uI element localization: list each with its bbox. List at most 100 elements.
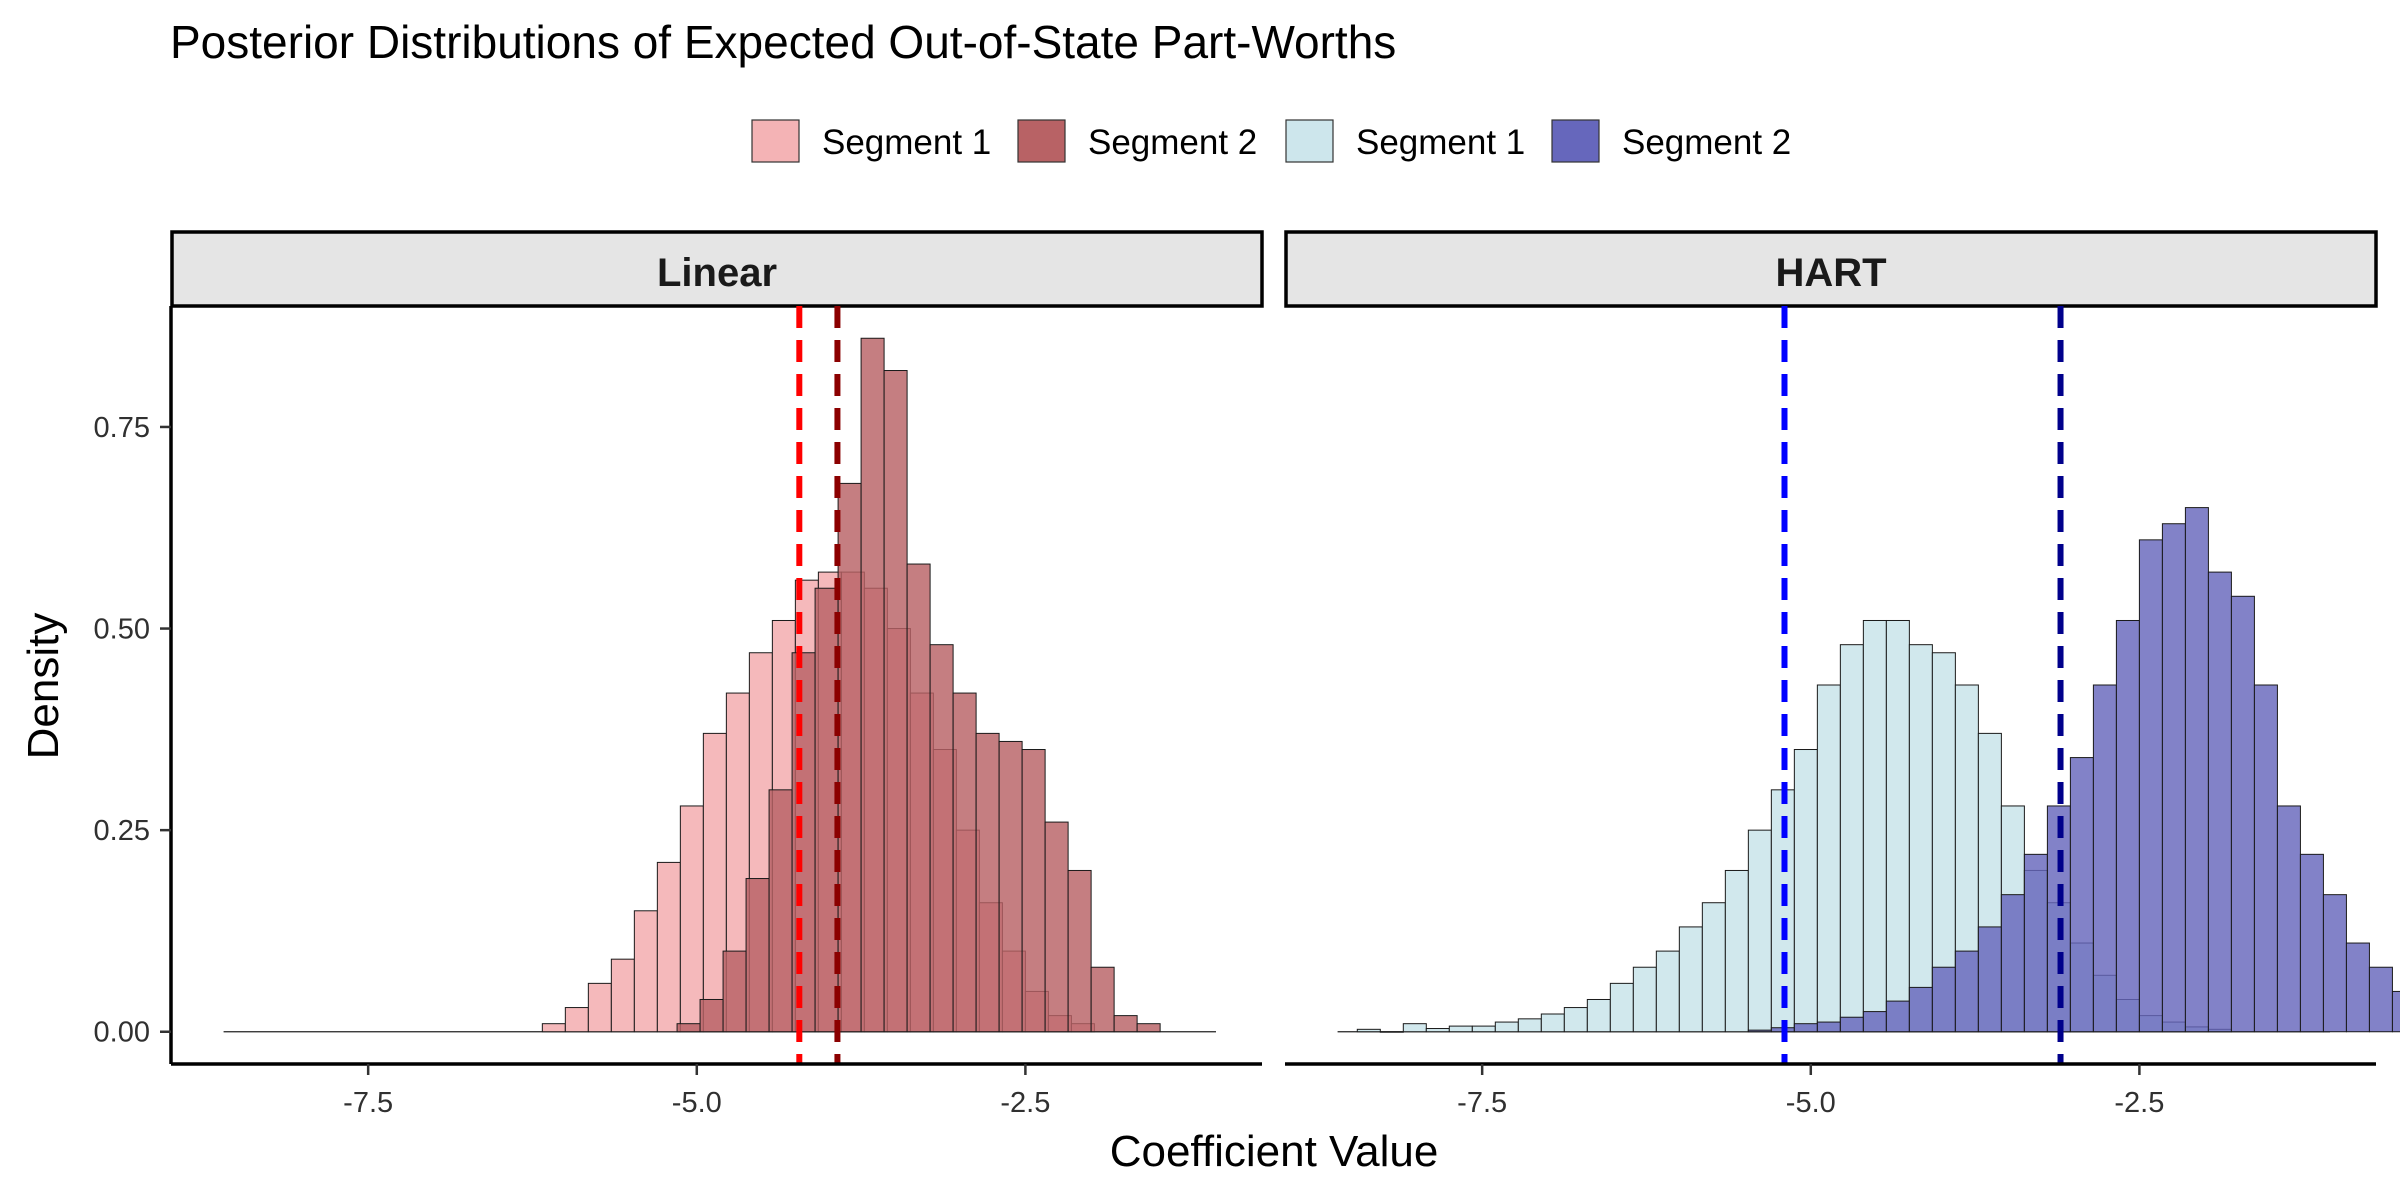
histogram-bar [1977,926,2002,1033]
series-2 [676,337,1161,1033]
y-tick-label: 0.75 [94,412,150,444]
histogram-bar [883,370,908,1033]
histogram-bar [1113,1015,1138,1033]
panel-hart: HART -7.5 -5.0 -2.5 [1284,230,2400,1119]
histogram-bar [1379,1031,1404,1033]
histogram-bar [2115,619,2140,1033]
histogram-bar [1402,1023,1427,1033]
histogram-bar [1540,1013,1565,1033]
histogram-bar [998,740,1023,1033]
y-axis-title: Density [19,613,68,760]
histogram-bar [929,644,954,1033]
histogram-bar [1678,926,1703,1033]
histogram-bar [676,1023,701,1033]
y-tick-label: 0.25 [94,815,150,847]
x-ticks-hart: -7.5 -5.0 -2.5 [1457,1064,2164,1119]
histogram-bar [1044,821,1069,1033]
histogram-bar [1632,966,1657,1033]
histogram-bar [1816,1021,1841,1033]
histogram-bar [1793,749,1818,1033]
histogram-bar [1793,1023,1818,1033]
strip-hart [1284,230,2378,308]
histogram-bar [1563,1007,1588,1033]
histogram-bar [1090,966,1115,1033]
histogram-bar [791,652,816,1033]
histogram-bar [1425,1028,1450,1033]
histogram-bar [2069,757,2094,1033]
histogram-bar [1862,619,1887,1033]
histogram-bar [1655,950,1680,1033]
histogram-bar [1747,1029,1772,1033]
histogram-bar [1885,1000,1910,1033]
histogram-bar [2138,539,2163,1033]
histogram-bar [564,1007,589,1033]
histogram-bar [1448,1025,1473,1033]
histogram-bar [1931,966,1956,1033]
histogram-bar [1724,869,1749,1033]
y-tick-label: 0.00 [94,1017,150,1049]
histogram-bar [745,878,770,1033]
histogram-bar [1701,902,1726,1033]
histogram-bar [679,805,704,1033]
legend-swatch-linear-seg1 [751,119,800,163]
legend-swatch-hart-seg1 [1285,119,1334,163]
x-tick-label: -7.5 [343,1087,393,1119]
strip-linear [170,230,1264,308]
chart-title: Posterior Distributions of Expected Out-… [170,16,1396,68]
histogram-bar [1586,998,1611,1033]
x-tick-label: -2.5 [2114,1087,2164,1119]
histogram-bar [2023,853,2048,1033]
x-ticks-linear: -7.5 -5.0 -2.5 [343,1064,1050,1119]
histogram-bar [1747,829,1772,1033]
histogram-bar [1816,684,1841,1033]
histogram-bar [2276,805,2301,1033]
plot-area-hart [1337,306,2400,1064]
legend-label-linear-seg2: Segment 2 [1088,123,1257,162]
histogram-bar [768,789,793,1033]
histogram-bar [1862,1011,1887,1033]
legend-label-hart-seg2: Segment 2 [1622,123,1791,162]
histogram-bar [1609,982,1634,1033]
histogram-bar [1885,619,1910,1033]
histogram-bar [2000,894,2025,1033]
histogram-bar [2322,894,2347,1033]
histogram-bar [2207,571,2232,1033]
legend: Segment 1 Segment 2 Segment 1 Segment 2 [751,119,1791,163]
y-tick-label: 0.50 [94,614,150,646]
histogram-bar [1494,1021,1519,1033]
histogram-bar [2368,966,2393,1033]
histogram-bar [656,861,681,1033]
panel-linear: Linear -7.5 -5.0 -2.5 0.00 0.25 0.50 0.7… [94,230,1264,1119]
plot-area-linear [223,306,1216,1064]
histogram-bar [722,950,747,1033]
histogram-bar [1839,644,1864,1033]
x-tick-label: -2.5 [1000,1087,1050,1119]
histogram-bar [1839,1016,1864,1033]
series-1 [1356,619,2232,1033]
histogram-bar [1954,950,1979,1033]
x-tick-label: -7.5 [1457,1087,1507,1119]
histogram-bar [2092,684,2117,1033]
histogram-bar [2345,942,2370,1033]
histogram-bar [1021,749,1046,1033]
y-ticks: 0.00 0.25 0.50 0.75 [94,412,171,1049]
legend-label-hart-seg1: Segment 1 [1356,123,1525,162]
histogram-bar [2161,523,2186,1033]
histogram-bar [610,958,635,1033]
histogram-bar [975,732,1000,1033]
histogram-bar [1067,869,1092,1033]
histogram-bar [860,337,885,1033]
histogram-bar [2230,595,2255,1033]
histogram-bar [2391,990,2400,1033]
histogram-bar [1471,1025,1496,1033]
x-axis-title: Coefficient Value [1110,1127,1439,1176]
histogram-bar [1517,1018,1542,1033]
histogram-bar [1908,986,1933,1033]
strip-label-hart: HART [1775,251,1886,295]
histogram-bar [837,482,862,1033]
legend-label-linear-seg1: Segment 1 [822,123,991,162]
histogram-bar [633,910,658,1033]
x-tick-label: -5.0 [1786,1087,1836,1119]
legend-swatch-linear-seg2 [1017,119,1066,163]
